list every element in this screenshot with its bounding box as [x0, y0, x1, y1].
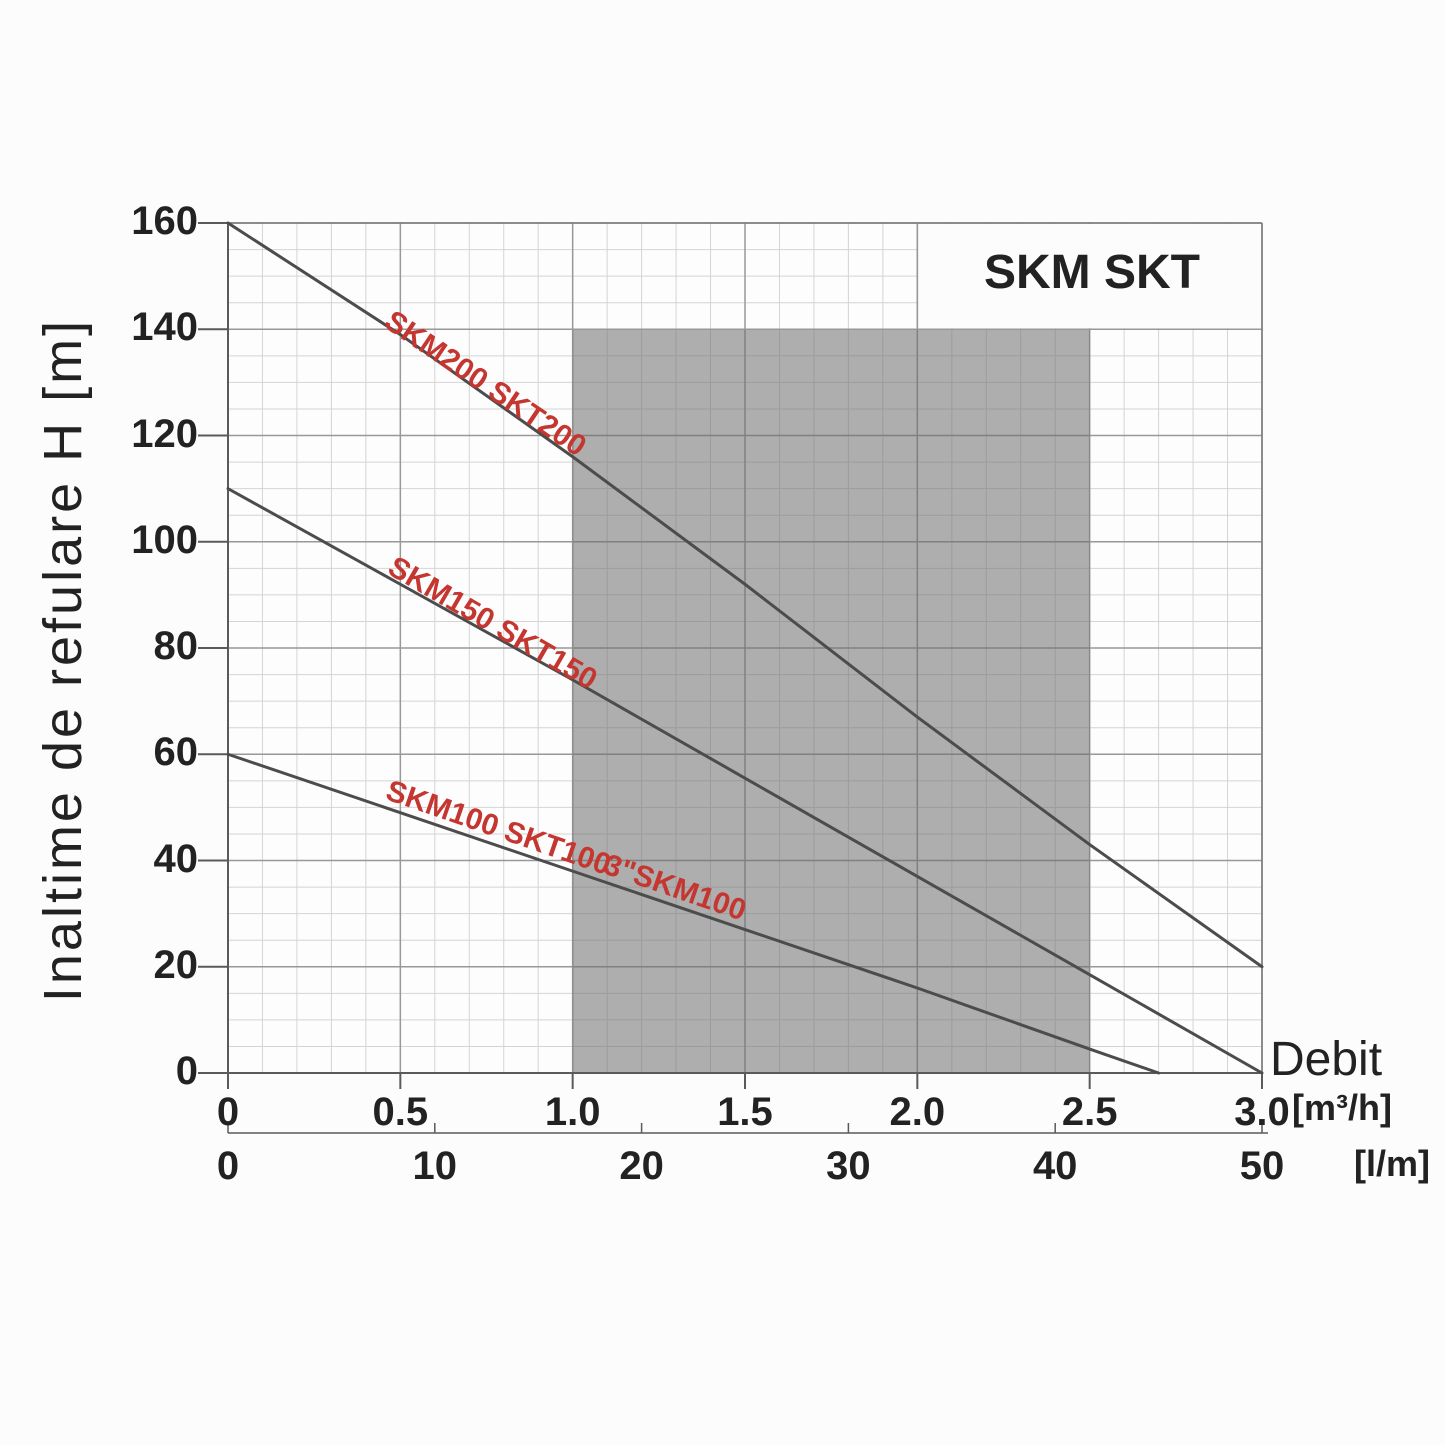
x-axis-unit-secondary: [l/m] [1354, 1143, 1430, 1184]
x-axis-unit-primary: [m³/h] [1292, 1087, 1392, 1128]
chart-title: SKM SKT [984, 246, 1200, 299]
pump-curve-skm150 [226, 487, 1264, 1075]
title-band [918, 224, 1261, 329]
y-axis-title: Inaltime de refulare H [m] [33, 317, 93, 1003]
pump-curve-skm200 [226, 221, 1264, 969]
operating-region [572, 329, 1090, 1073]
x-axis-title: Debit [1270, 1033, 1383, 1086]
pump-curve-skm100 [226, 752, 1161, 1075]
